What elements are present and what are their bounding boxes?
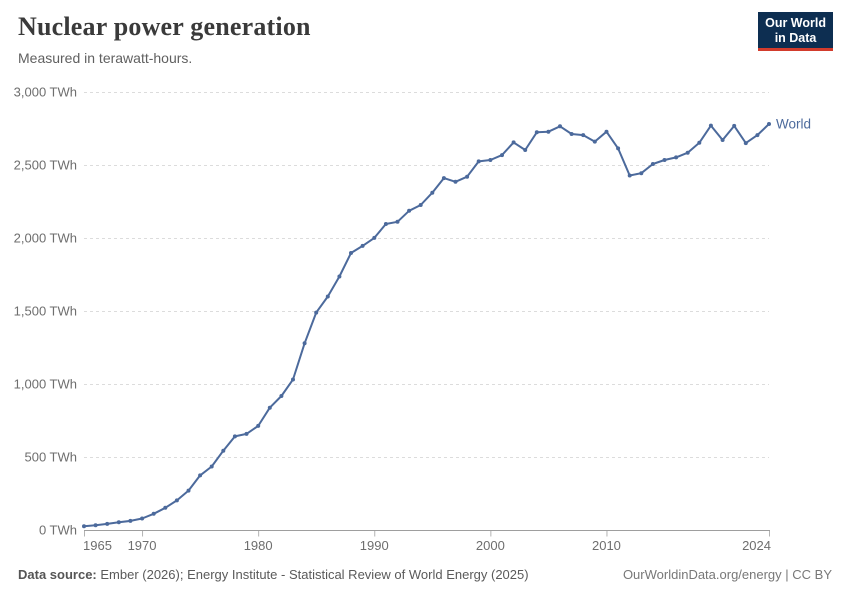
data-point-marker[interactable]: [407, 208, 412, 213]
data-point-marker[interactable]: [186, 488, 191, 493]
series-end-label[interactable]: World: [776, 116, 811, 131]
x-tick-label: 1970: [128, 538, 157, 553]
data-point-marker[interactable]: [221, 448, 226, 453]
x-tick-label: 2000: [476, 538, 505, 553]
data-point-marker[interactable]: [581, 133, 586, 138]
data-point-marker[interactable]: [314, 310, 319, 315]
data-point-marker[interactable]: [627, 173, 632, 178]
x-tick-label: 1990: [360, 538, 389, 553]
data-point-marker[interactable]: [82, 524, 86, 529]
data-source-label: Data source:: [18, 567, 97, 582]
data-point-marker[interactable]: [720, 138, 725, 142]
data-point-marker[interactable]: [743, 141, 748, 146]
data-point-marker[interactable]: [174, 498, 179, 503]
data-point-marker[interactable]: [349, 251, 353, 255]
data-source-text[interactable]: Ember (2026); Energy Institute - Statist…: [96, 567, 529, 582]
data-point-marker[interactable]: [755, 133, 760, 138]
data-point-marker[interactable]: [708, 123, 713, 128]
data-point-marker[interactable]: [151, 511, 156, 516]
data-point-marker[interactable]: [372, 235, 377, 240]
data-point-marker[interactable]: [592, 139, 597, 144]
data-point-marker[interactable]: [163, 505, 168, 510]
data-point-marker[interactable]: [360, 243, 365, 248]
data-point-marker[interactable]: [465, 174, 470, 179]
y-tick-label: 500 TWh: [24, 450, 77, 465]
data-point-marker[interactable]: [500, 153, 504, 158]
data-point-marker[interactable]: [267, 405, 272, 410]
data-point-marker[interactable]: [558, 124, 562, 129]
data-point-marker[interactable]: [569, 132, 574, 136]
data-point-marker[interactable]: [441, 176, 446, 181]
data-point-marker[interactable]: [476, 159, 481, 164]
data-point-marker[interactable]: [395, 219, 400, 224]
data-point-marker[interactable]: [383, 222, 388, 226]
data-point-marker[interactable]: [418, 203, 423, 207]
data-point-marker[interactable]: [256, 423, 261, 428]
data-point-marker[interactable]: [639, 171, 644, 176]
data-point-marker[interactable]: [198, 473, 203, 478]
data-point-marker[interactable]: [604, 129, 609, 134]
data-point-marker[interactable]: [453, 179, 458, 184]
data-point-marker[interactable]: [488, 158, 493, 162]
x-tick-label: 2024: [742, 538, 771, 553]
data-point-marker[interactable]: [616, 146, 621, 151]
data-point-marker[interactable]: [674, 155, 679, 160]
y-tick-label: 2,500 TWh: [14, 158, 77, 173]
data-point-marker[interactable]: [430, 190, 435, 195]
owid-logo[interactable]: Our World in Data: [758, 12, 833, 51]
data-point-marker[interactable]: [93, 523, 98, 528]
x-tick-label: 2010: [592, 538, 621, 553]
x-tick-label: 1980: [244, 538, 273, 553]
y-tick-label: 0 TWh: [39, 523, 77, 538]
chart-subtitle: Measured in terawatt-hours.: [18, 50, 193, 66]
data-point-marker[interactable]: [209, 464, 214, 469]
chart-footer: Data source: Ember (2026); Energy Instit…: [18, 567, 832, 582]
license-note[interactable]: OurWorldinData.org/energy | CC BY: [622, 567, 832, 582]
data-point-marker[interactable]: [325, 294, 330, 299]
world-line[interactable]: [83, 123, 770, 528]
data-point-marker[interactable]: [685, 150, 690, 155]
data-point-marker[interactable]: [128, 518, 133, 523]
data-point-marker[interactable]: [279, 394, 284, 398]
data-point-marker[interactable]: [511, 140, 516, 145]
y-tick-label: 1,000 TWh: [14, 377, 77, 392]
owid-logo-line2: in Data: [774, 30, 817, 45]
data-point-marker[interactable]: [232, 434, 237, 439]
data-point-marker[interactable]: [697, 140, 702, 145]
data-point-marker[interactable]: [291, 377, 295, 382]
data-point-marker[interactable]: [105, 521, 110, 526]
data-point-marker[interactable]: [662, 158, 667, 162]
data-point-marker[interactable]: [732, 123, 737, 128]
data-point-marker[interactable]: [337, 274, 342, 279]
page-title: Nuclear power generation: [18, 12, 311, 41]
data-point-marker[interactable]: [523, 148, 528, 152]
y-tick-label: 1,500 TWh: [14, 304, 77, 319]
data-point-marker[interactable]: [302, 341, 307, 346]
data-point-marker[interactable]: [116, 520, 121, 525]
y-tick-label: 2,000 TWh: [14, 231, 77, 246]
x-tick-label: 1965: [83, 538, 112, 553]
data-point-marker[interactable]: [546, 129, 551, 134]
owid-logo-line1: Our World: [765, 16, 826, 30]
data-point-marker[interactable]: [140, 516, 145, 521]
data-point-marker[interactable]: [244, 431, 249, 436]
y-tick-label: 3,000 TWh: [14, 85, 77, 100]
data-point-marker[interactable]: [650, 162, 655, 166]
data-point-marker[interactable]: [767, 122, 771, 126]
data-source-note: Data source: Ember (2026); Energy Instit…: [18, 567, 529, 582]
data-point-marker[interactable]: [534, 130, 539, 135]
